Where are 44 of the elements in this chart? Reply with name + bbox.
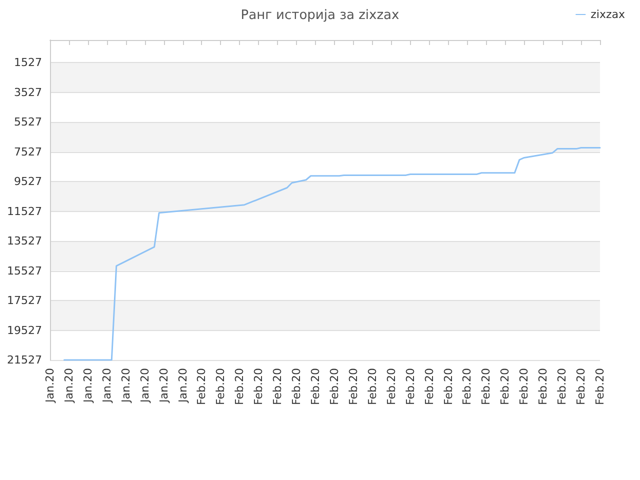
x-tick-label: Jan.20: [176, 368, 190, 404]
y-tick-label: 15527: [7, 264, 42, 278]
x-tick-label: Jan.20: [157, 368, 170, 404]
x-tick-label: Jan.20: [62, 368, 76, 404]
x-tick-label: Feb.20: [309, 368, 322, 405]
y-tick-label: 13527: [7, 234, 42, 248]
y-tick-label: 11527: [7, 204, 42, 218]
x-tick-label: Feb.20: [518, 368, 531, 405]
x-tick-label: Feb.20: [404, 368, 417, 405]
x-tick-label: Jan.20: [44, 368, 56, 404]
x-tick-label: Feb.20: [252, 368, 266, 405]
x-tick-label: Feb.20: [233, 368, 246, 405]
x-tick-label: Jan.20: [138, 368, 152, 404]
y-tick-label: 21527: [7, 354, 42, 366]
legend-label: zixzax: [590, 8, 626, 21]
x-tick-label: Feb.20: [366, 368, 379, 405]
x-tick-label: Feb.20: [422, 368, 436, 405]
line-series: [63, 147, 601, 361]
x-tick-label: Feb.20: [384, 368, 398, 405]
x-tick-label: Feb.20: [290, 368, 304, 405]
chart-title: Ранг историја за zixzax: [240, 8, 400, 23]
x-tick-label: Feb.20: [536, 368, 550, 405]
x-tick-label: Feb.20: [195, 368, 208, 405]
x-tick-label: Feb.20: [498, 368, 512, 405]
x-tick-label: Feb.20: [442, 368, 455, 405]
x-tick-label: Jan.20: [100, 368, 114, 404]
y-tick-label: 5527: [14, 116, 42, 129]
x-tick-label: Feb.20: [556, 368, 569, 405]
x-tick-label: Jan.20: [119, 368, 132, 404]
x-tick-label: Jan.20: [81, 368, 94, 404]
y-tick-label: 17527: [7, 294, 42, 308]
x-tick-label: Feb.20: [594, 368, 606, 405]
x-tick-label: Feb.20: [346, 368, 360, 405]
y-tick-label: 3527: [14, 86, 42, 99]
x-tick-label: Feb.20: [480, 368, 493, 405]
y-tick-label: 7527: [14, 145, 42, 158]
y-tick-label: 9527: [14, 175, 42, 188]
x-tick-label: Feb.20: [214, 368, 228, 405]
y-tick-label: 19527: [7, 324, 42, 337]
x-tick-label: Feb.20: [328, 368, 341, 405]
y-tick-label: 1527: [14, 56, 42, 70]
x-tick-label: Feb.20: [574, 368, 588, 405]
x-tick-label: Feb.20: [460, 368, 474, 405]
x-tick-label: Feb.20: [271, 368, 284, 405]
